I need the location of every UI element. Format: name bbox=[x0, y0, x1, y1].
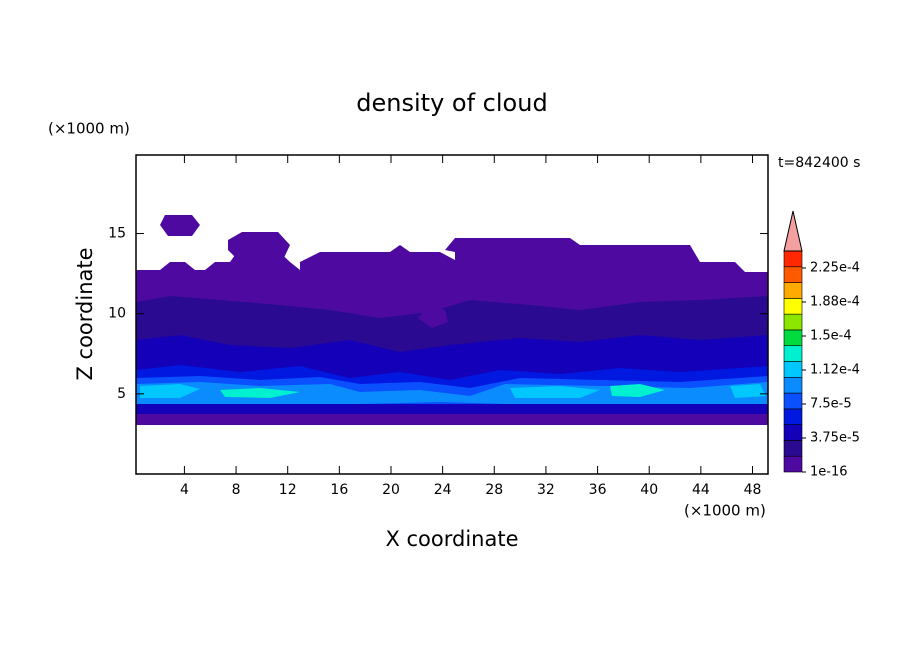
colorbar-tick-label: 3.75e-5 bbox=[810, 431, 860, 446]
colorbar-box bbox=[783, 313, 803, 331]
y-unit: (×1000 m) bbox=[48, 120, 130, 138]
colorbar-tick-label: 1.88e-4 bbox=[810, 295, 860, 310]
contour-band bbox=[136, 404, 768, 414]
colorbar-box bbox=[783, 345, 803, 362]
colorbar-box bbox=[783, 329, 803, 347]
contour-band bbox=[510, 386, 600, 398]
contour-band bbox=[220, 388, 300, 398]
contour-band bbox=[136, 382, 768, 406]
plot-area bbox=[136, 215, 768, 425]
x-tick-label: 28 bbox=[485, 482, 503, 498]
plot-frame bbox=[135, 154, 769, 475]
colorbar-box bbox=[783, 266, 803, 283]
contour-band bbox=[730, 384, 766, 398]
colorbar-tick-label: 7.5e-5 bbox=[810, 397, 852, 412]
x-tick-label: 20 bbox=[382, 482, 400, 498]
x-tick-label: 24 bbox=[434, 482, 452, 498]
x-tick-label: 36 bbox=[589, 482, 607, 498]
x-tick-label: 8 bbox=[232, 482, 241, 498]
contour-band bbox=[418, 305, 448, 328]
contour-band bbox=[136, 414, 768, 425]
colorbar-box bbox=[783, 282, 803, 299]
colorbar-box bbox=[783, 376, 803, 394]
contour-band bbox=[160, 215, 200, 236]
x-unit: (×1000 m) bbox=[684, 502, 766, 520]
x-tick-label: 48 bbox=[744, 482, 762, 498]
contour-band bbox=[610, 384, 665, 397]
y-axis-label: Z coordinate bbox=[73, 247, 97, 380]
time-label: t=842400 s bbox=[778, 155, 860, 171]
x-axis-label: X coordinate bbox=[385, 527, 518, 551]
colorbar-box bbox=[783, 424, 803, 441]
colorbar-box bbox=[783, 408, 803, 425]
colorbar-tick-label: 1e-16 bbox=[810, 465, 848, 480]
x-tick-label: 40 bbox=[640, 482, 658, 498]
y-tick-label: 5 bbox=[117, 386, 126, 402]
x-tick-label: 12 bbox=[279, 482, 297, 498]
colorbar-tick-label: 1.5e-4 bbox=[810, 329, 852, 344]
colorbar-box bbox=[783, 392, 803, 410]
chart-title: density of cloud bbox=[356, 89, 547, 117]
colorbar-box bbox=[783, 440, 803, 457]
colorbar-box bbox=[783, 298, 803, 315]
colorbar-box bbox=[783, 455, 803, 473]
colorbar-tick-label: 1.12e-4 bbox=[810, 363, 860, 378]
x-tick-label: 16 bbox=[330, 482, 348, 498]
colorbar-extend bbox=[783, 210, 803, 252]
x-tick-label: 4 bbox=[180, 482, 189, 498]
colorbar-box bbox=[783, 361, 803, 378]
colorbar-box bbox=[783, 250, 803, 268]
contour-band bbox=[228, 232, 290, 262]
y-tick-label: 15 bbox=[108, 226, 126, 242]
y-tick-label: 10 bbox=[108, 306, 126, 322]
x-tick-label: 32 bbox=[537, 482, 555, 498]
colorbar-tick-label: 2.25e-4 bbox=[810, 261, 860, 276]
contour-band bbox=[140, 384, 200, 398]
x-tick-label: 44 bbox=[692, 482, 710, 498]
